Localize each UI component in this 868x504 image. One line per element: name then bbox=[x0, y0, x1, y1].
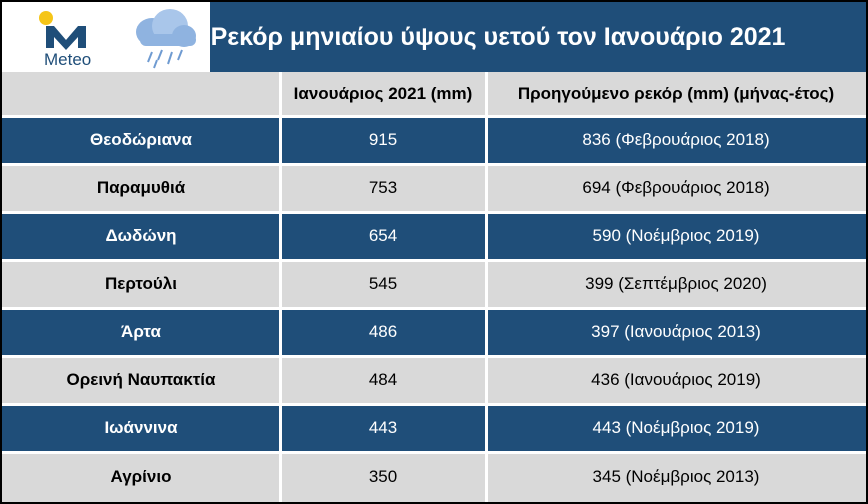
column-header-previous: Προηγούμενο ρεκόρ (mm) (μήνας-έτος) bbox=[517, 84, 835, 103]
table-row: Άρτα 486 397 (Ιανουάριος 2013) bbox=[2, 308, 866, 356]
station-name: Παραμυθιά bbox=[96, 178, 186, 197]
logo-text: Meteo bbox=[44, 50, 92, 69]
meteo-logo-icon bbox=[39, 11, 86, 50]
table-header-row: Ιανουάριος 2021 (mm) Προηγούμενο ρεκόρ (… bbox=[2, 72, 866, 116]
station-name: Ορεινή Ναυπακτία bbox=[66, 370, 216, 389]
column-divider bbox=[279, 72, 282, 502]
previous-record: 836 (Φεβρουάριος 2018) bbox=[582, 130, 770, 149]
row-divider bbox=[2, 451, 866, 454]
jan2021-value: 484 bbox=[368, 370, 398, 389]
station-name: Δωδώνη bbox=[105, 226, 177, 245]
previous-record: 397 (Ιανουάριος 2013) bbox=[591, 322, 761, 341]
row-divider bbox=[2, 259, 866, 262]
table-row: Ορεινή Ναυπακτία 484 436 (Ιανουάριος 201… bbox=[2, 356, 866, 404]
previous-record: 443 (Νοέμβριος 2019) bbox=[592, 418, 760, 437]
station-name: Άρτα bbox=[121, 322, 161, 341]
jan2021-value: 350 bbox=[368, 467, 398, 486]
rain-cloud-icon bbox=[136, 9, 196, 69]
row-divider bbox=[2, 307, 866, 310]
jan2021-value: 654 bbox=[368, 226, 398, 245]
jan2021-value: 753 bbox=[368, 178, 398, 197]
table-row: Αγρίνιο 350 345 (Νοέμβριος 2013) bbox=[2, 452, 866, 502]
station-name: Αγρίνιο bbox=[110, 467, 172, 486]
column-header-station bbox=[2, 72, 280, 116]
table-row: Περτούλι 545 399 (Σεπτέμβριος 2020) bbox=[2, 260, 866, 308]
jan2021-value: 915 bbox=[368, 130, 398, 149]
row-divider bbox=[2, 355, 866, 358]
title-bar: Ρεκόρ μηνιαίου ύψους υετού τον Ιανουάριο… bbox=[210, 2, 866, 72]
jan2021-value: 486 bbox=[368, 322, 398, 341]
table-row: Παραμυθιά 753 694 (Φεβρουάριος 2018) bbox=[2, 164, 866, 212]
row-divider bbox=[2, 163, 866, 166]
jan2021-value: 545 bbox=[368, 274, 398, 293]
previous-record: 694 (Φεβρουάριος 2018) bbox=[582, 178, 770, 197]
row-divider bbox=[2, 403, 866, 406]
page-title: Ρεκόρ μηνιαίου ύψους υετού τον Ιανουάριο… bbox=[210, 22, 786, 51]
header: Meteo Ρεκόρ μηνιαίου ύψους υετού τον Ιαν… bbox=[2, 2, 866, 72]
station-name: Περτούλι bbox=[105, 274, 177, 293]
logo-area: Meteo bbox=[2, 2, 210, 72]
previous-record: 436 (Ιανουάριος 2019) bbox=[591, 370, 761, 389]
previous-record: 590 (Νοέμβριος 2019) bbox=[592, 226, 760, 245]
previous-record: 399 (Σεπτέμβριος 2020) bbox=[585, 274, 767, 293]
previous-record: 345 (Νοέμβριος 2013) bbox=[592, 467, 760, 486]
table-row: Δωδώνη 654 590 (Νοέμβριος 2019) bbox=[2, 212, 866, 260]
row-divider bbox=[2, 211, 866, 214]
row-divider bbox=[2, 115, 866, 118]
column-header-jan2021: Ιανουάριος 2021 (mm) bbox=[293, 84, 473, 103]
station-name: Θεοδώριανα bbox=[90, 130, 192, 149]
station-name: Ιωάννινα bbox=[104, 418, 178, 437]
table-row: Θεοδώριανα 915 836 (Φεβρουάριος 2018) bbox=[2, 116, 866, 164]
table-row: Ιωάννινα 443 443 (Νοέμβριος 2019) bbox=[2, 404, 866, 452]
column-divider bbox=[485, 72, 488, 502]
jan2021-value: 443 bbox=[368, 418, 398, 437]
